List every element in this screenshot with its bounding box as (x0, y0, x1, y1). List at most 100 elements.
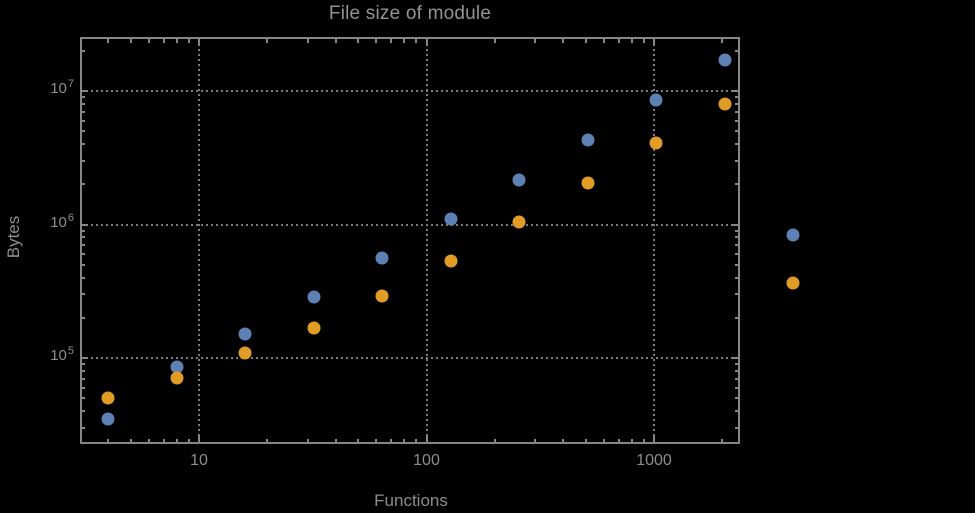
minor-x-tick-top (534, 39, 537, 43)
minor-x-tick-bottom (187, 439, 190, 443)
minor-x-tick-top (493, 39, 496, 43)
minor-x-tick-top (306, 39, 309, 43)
minor-x-tick-bottom (175, 439, 178, 443)
minor-x-tick-top (129, 39, 132, 43)
minor-x-tick-bottom (266, 439, 269, 443)
minor-x-tick-bottom (357, 439, 360, 443)
minor-x-tick-bottom (415, 439, 418, 443)
y-axis-label: Bytes (4, 215, 23, 259)
x-axis-label: Functions (374, 491, 448, 510)
minor-y-tick-right (735, 363, 739, 366)
minor-x-tick-bottom (375, 439, 378, 443)
minor-y-tick-left (81, 253, 85, 256)
minor-x-tick-top (415, 39, 418, 43)
minor-y-tick-left (81, 377, 85, 380)
y-tick-label: 105 (50, 345, 74, 364)
minor-y-tick-left (81, 119, 85, 122)
minor-y-tick-left (81, 369, 85, 372)
minor-y-tick-left (81, 143, 85, 146)
minor-x-tick-bottom (306, 439, 309, 443)
x-gridline (425, 39, 428, 443)
minor-y-tick-right (735, 110, 739, 113)
minor-x-tick-bottom (562, 439, 565, 443)
major-y-tick-right (732, 90, 739, 92)
minor-x-tick-top (721, 39, 724, 43)
minor-x-tick-bottom (721, 439, 724, 443)
data-point-series-2 (170, 371, 184, 385)
y-tick-label: 107 (50, 78, 74, 97)
plot-frame (80, 37, 740, 444)
major-y-tick-left (81, 90, 88, 92)
minor-x-tick-bottom (147, 439, 150, 443)
data-point-series-1 (512, 173, 526, 187)
data-point-series-1 (444, 212, 458, 226)
y-gridline (81, 90, 739, 92)
minor-y-tick-right (735, 253, 739, 256)
data-point-series-2 (786, 276, 800, 290)
data-point-series-1 (170, 360, 184, 374)
minor-y-tick-left (81, 386, 85, 389)
minor-y-tick-left (81, 276, 85, 279)
minor-x-tick-top (630, 39, 633, 43)
minor-x-tick-top (602, 39, 605, 43)
minor-y-tick-right (735, 369, 739, 372)
x-gridline (653, 39, 655, 443)
minor-y-tick-right (735, 410, 739, 413)
minor-y-tick-right (735, 119, 739, 122)
minor-y-tick-left (81, 49, 85, 52)
minor-y-tick-left (81, 229, 85, 232)
data-point-series-2 (375, 289, 389, 303)
data-point-series-2 (649, 136, 663, 150)
data-point-series-2 (307, 321, 321, 335)
minor-x-tick-bottom (602, 439, 605, 443)
minor-x-tick-bottom (642, 439, 645, 443)
minor-y-tick-left (81, 96, 85, 99)
data-point-series-2 (101, 391, 115, 405)
minor-x-tick-bottom (534, 439, 537, 443)
minor-x-tick-bottom (584, 439, 587, 443)
minor-x-tick-top (162, 39, 165, 43)
minor-x-tick-top (107, 39, 110, 43)
data-point-series-1 (581, 133, 595, 147)
data-point-series-1 (307, 290, 321, 304)
data-point-series-2 (444, 254, 458, 268)
major-y-tick-left (81, 357, 88, 359)
x-tick-label: 100 (413, 452, 440, 469)
data-point-series-2 (718, 97, 732, 111)
y-tick-label: 106 (50, 211, 74, 231)
minor-y-tick-right (735, 102, 739, 105)
minor-y-tick-right (735, 143, 739, 146)
data-point-series-1 (786, 228, 800, 242)
minor-x-tick-bottom (129, 439, 132, 443)
data-point-series-1 (101, 412, 115, 426)
minor-y-tick-left (81, 110, 85, 113)
minor-y-tick-right (735, 263, 739, 266)
minor-x-tick-top (187, 39, 190, 43)
major-y-tick-left (81, 223, 88, 226)
minor-y-tick-right (735, 183, 739, 186)
data-point-series-2 (581, 176, 595, 190)
x-tick-label: 10 (190, 452, 208, 469)
minor-x-tick-bottom (630, 439, 633, 443)
minor-y-tick-right (735, 236, 739, 239)
major-x-tick-top (425, 39, 428, 46)
minor-x-tick-bottom (403, 439, 406, 443)
y-gridline (81, 357, 739, 359)
minor-y-tick-left (81, 159, 85, 162)
minor-y-tick-right (735, 386, 739, 389)
minor-y-tick-right (735, 426, 739, 429)
minor-x-tick-top (357, 39, 360, 43)
minor-x-tick-bottom (107, 439, 110, 443)
minor-x-tick-bottom (390, 439, 393, 443)
major-x-tick-bottom (198, 436, 200, 443)
minor-y-tick-right (735, 397, 739, 400)
minor-y-tick-right (735, 229, 739, 232)
minor-x-tick-bottom (617, 439, 620, 443)
minor-y-tick-right (735, 244, 739, 247)
minor-y-tick-left (81, 426, 85, 429)
data-point-series-2 (238, 346, 252, 360)
minor-x-tick-top (334, 39, 337, 43)
minor-x-tick-top (390, 39, 393, 43)
minor-y-tick-right (735, 130, 739, 133)
